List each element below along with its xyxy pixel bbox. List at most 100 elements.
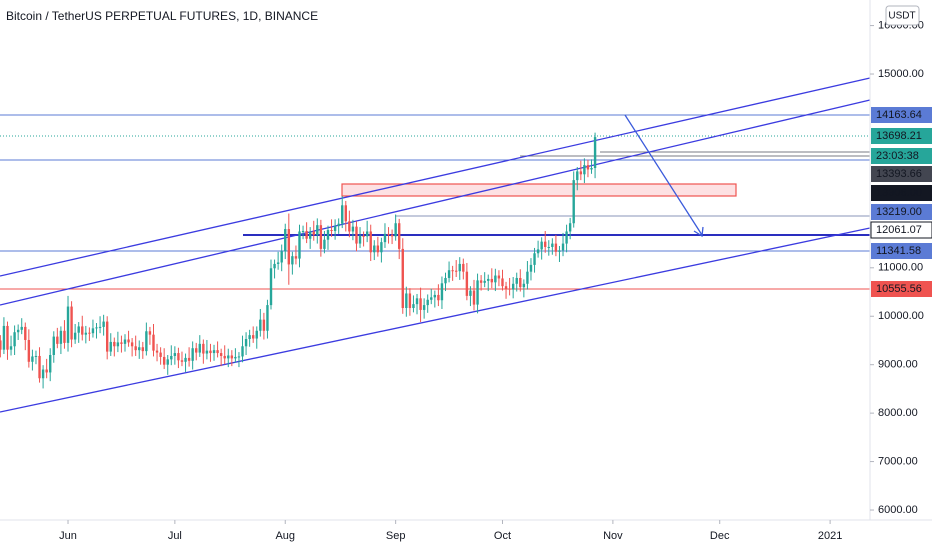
candle-body [398,223,401,249]
currency-button[interactable] [885,5,920,26]
y-tick-label: 15000.00 [878,68,924,80]
candle-body [419,298,422,310]
candle-body [120,342,123,344]
candle-body [526,271,529,284]
candle-body [504,286,508,289]
candle-body [415,298,419,305]
candle-body [102,321,105,327]
candle-body [166,359,169,365]
candle-body [155,350,159,353]
candle-body [20,326,23,330]
candle-body [430,297,433,300]
channel-line [0,99,871,306]
candle-body [63,330,66,343]
candle-body [105,321,109,352]
candle-body [180,360,184,362]
candle-body [401,248,404,309]
currency-label[interactable]: USDT [888,11,915,22]
price-label: 13306.00 [876,187,922,199]
price-label: 14163.64 [876,109,922,121]
candle-body [390,234,394,237]
y-tick-label: 11000.00 [878,262,923,274]
price-label-box [871,243,932,259]
price-label-box [871,128,932,144]
candle-body [198,343,201,353]
candle-body [56,336,59,344]
x-tick-label: Dec [710,530,730,542]
candle-body [45,369,48,373]
candle-body [95,327,98,329]
price-label-box [871,281,932,297]
candle-body [568,223,572,232]
candle-body [298,231,301,259]
candle-body [24,326,27,340]
candle-body [341,205,344,224]
candle-body [376,245,380,253]
candle-body [483,280,486,283]
candle-body [586,165,590,170]
candle-body [326,230,330,240]
candle-body [98,326,102,328]
candle-body [301,230,305,232]
price-label: 13698.21 [876,130,922,142]
x-tick-label: Oct [494,530,511,542]
candles [0,132,597,389]
candle-body [405,293,408,309]
candle-body [508,288,511,290]
candle-body [454,270,458,272]
candle-body [291,256,294,265]
candle-body [49,354,52,373]
candle-body [305,230,308,239]
candle-body [234,356,237,359]
candle-body [479,280,483,283]
candle-body [572,180,575,224]
price-label-box [871,204,932,220]
axis: 16000.0015000.0011000.0010000.009000.008… [59,19,932,542]
candle-body [529,264,533,272]
candle-body [116,342,120,347]
x-tick-label: Nov [603,530,623,542]
candle-body [41,369,45,379]
drawings [0,77,871,413]
candle-body [501,278,504,287]
candle-body [533,253,536,265]
candle-body [319,225,323,249]
candle-body [472,290,476,305]
candle-body [351,226,355,232]
candle-body [544,241,547,247]
channel-line [0,77,871,277]
candle-body [583,165,586,175]
candle-body [540,241,543,250]
candle-body [84,332,88,335]
candle-body [9,346,13,350]
candle-body [554,243,558,252]
x-tick-label: Sep [386,530,406,542]
candle-body [27,339,31,362]
candle-body [230,355,234,359]
candle-body [348,221,351,232]
price-label-box [871,185,932,201]
candle-body [259,319,262,331]
arrow [624,114,703,236]
candle-body [241,346,244,357]
candle-body [109,341,112,352]
x-tick-label: Aug [275,530,295,542]
price-label: 10555.56 [876,283,922,295]
candle-body [237,356,241,358]
candle-body [255,330,258,339]
candle-body [134,346,137,351]
candle-body [536,249,540,254]
candle-body [195,348,198,353]
candle-body [184,357,187,362]
candle-body [565,231,568,244]
candle-body [31,356,34,362]
candle-body [316,225,319,235]
candle-body [170,355,173,360]
candle-body [422,305,426,310]
candle-body [387,233,390,235]
candle-body [373,245,376,253]
candle-body [380,242,383,253]
candle-body [522,283,526,288]
candle-body [113,341,116,347]
